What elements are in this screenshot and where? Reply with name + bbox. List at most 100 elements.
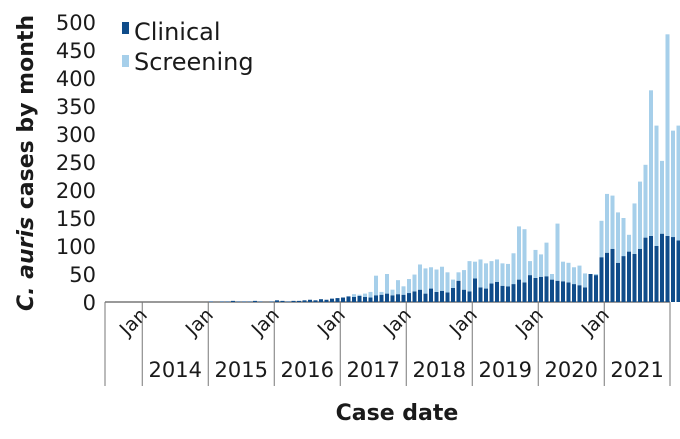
bar-clinical [385,294,389,302]
legend-screening-label: Screening [134,48,254,76]
legend-screening-swatch [122,55,129,67]
bar-clinical [567,282,571,302]
y-tick-label: 100 [56,235,96,259]
bar-clinical [490,284,494,302]
bar-clinical [413,291,417,302]
bar-clinical [297,301,301,302]
bar-clinical [462,290,466,302]
bar-screening [666,34,670,236]
bar-clinical [572,284,576,302]
y-tick-label: 250 [56,151,96,175]
x-tick-label-jan: Jan [577,304,614,341]
bar-screening [479,259,483,287]
bar-clinical [633,254,637,302]
bar-clinical [506,286,510,302]
bar-clinical [418,290,422,302]
bar-screening [374,276,378,296]
bar-clinical [583,287,587,302]
bar-screening [534,250,538,278]
bar-screening [363,294,367,297]
legend: Clinical Screening [122,18,254,76]
bar-screening [512,253,516,284]
bar-clinical [275,300,279,302]
bar-clinical [402,295,406,302]
bar-screening [451,280,455,288]
bar-screening [495,259,499,281]
bar-clinical [407,293,411,302]
bar-clinical [594,275,598,302]
bar-screening [385,274,389,294]
bar-clinical [308,300,312,302]
y-tick-label: 50 [69,263,96,287]
bar-screening [407,279,411,293]
x-year-label: 2020 [545,358,598,382]
x-year-label: 2021 [610,358,663,382]
bar-clinical [341,298,345,302]
x-tick-label-jan: Jan [445,304,482,341]
bar-screening [627,235,631,252]
bar-clinical [616,263,620,302]
bar-clinical [638,249,642,302]
x-year-label: 2019 [479,358,532,382]
bar-screening [550,274,554,280]
bar-screening [638,182,642,249]
bar-clinical [484,289,488,302]
y-tick-label: 500 [56,11,96,35]
bar-clinical [561,281,565,302]
bar-clinical [440,291,444,302]
legend-clinical-swatch [122,22,129,34]
bar-clinical [611,249,615,302]
bar-clinical [589,274,593,302]
bar-screening [523,229,527,282]
x-year-label: 2016 [281,358,334,382]
y-axis-label-italic: C. auris [14,217,39,311]
bar-clinical [627,252,631,302]
bar-clinical [473,278,477,302]
x-year-label: 2017 [347,358,400,382]
bar-clinical [220,301,224,302]
bar-clinical [523,282,527,302]
x-tick-label-jan: Jan [181,304,218,341]
bar-clinical [446,292,450,302]
x-tick-label-jan: Jan [115,304,152,341]
bar-clinical [253,301,257,302]
bar-screening [429,267,433,288]
bar-screening [457,272,461,280]
bar-screening [440,267,444,291]
bar-screening [468,261,472,291]
bar-clinical [512,284,516,302]
bar-clinical [314,300,318,302]
bar-screening [358,295,362,296]
bar-clinical [319,299,323,302]
bar-screening [644,165,648,238]
bar-clinical [666,236,670,302]
bar-screening [649,90,653,236]
bar-screening [446,272,450,292]
x-tick-label-jan: Jan [511,304,548,341]
bar-screening [517,226,521,279]
bar-screening [622,218,626,256]
bar-clinical [517,280,521,302]
bar-screening [567,263,571,283]
bar-screening [633,203,637,253]
bar-clinical [644,238,648,302]
bar-clinical [303,300,307,302]
y-tick-label: 0 [83,291,96,315]
y-tick-label: 150 [56,207,96,231]
bar-screening [418,264,422,289]
legend-clinical-label: Clinical [134,18,221,46]
bar-clinical [286,301,290,302]
bar-clinical [248,301,252,302]
bar-clinical [358,296,362,302]
bar-clinical [242,301,246,302]
bar-screening [473,262,477,279]
bar-clinical [550,280,554,302]
bar-clinical [556,281,560,302]
bar-clinical [226,301,230,302]
x-year-label: 2014 [149,358,202,382]
bar-clinical [578,285,582,302]
bar-clinical [380,295,384,302]
x-year-label: 2015 [215,358,268,382]
bar-clinical [605,253,609,302]
